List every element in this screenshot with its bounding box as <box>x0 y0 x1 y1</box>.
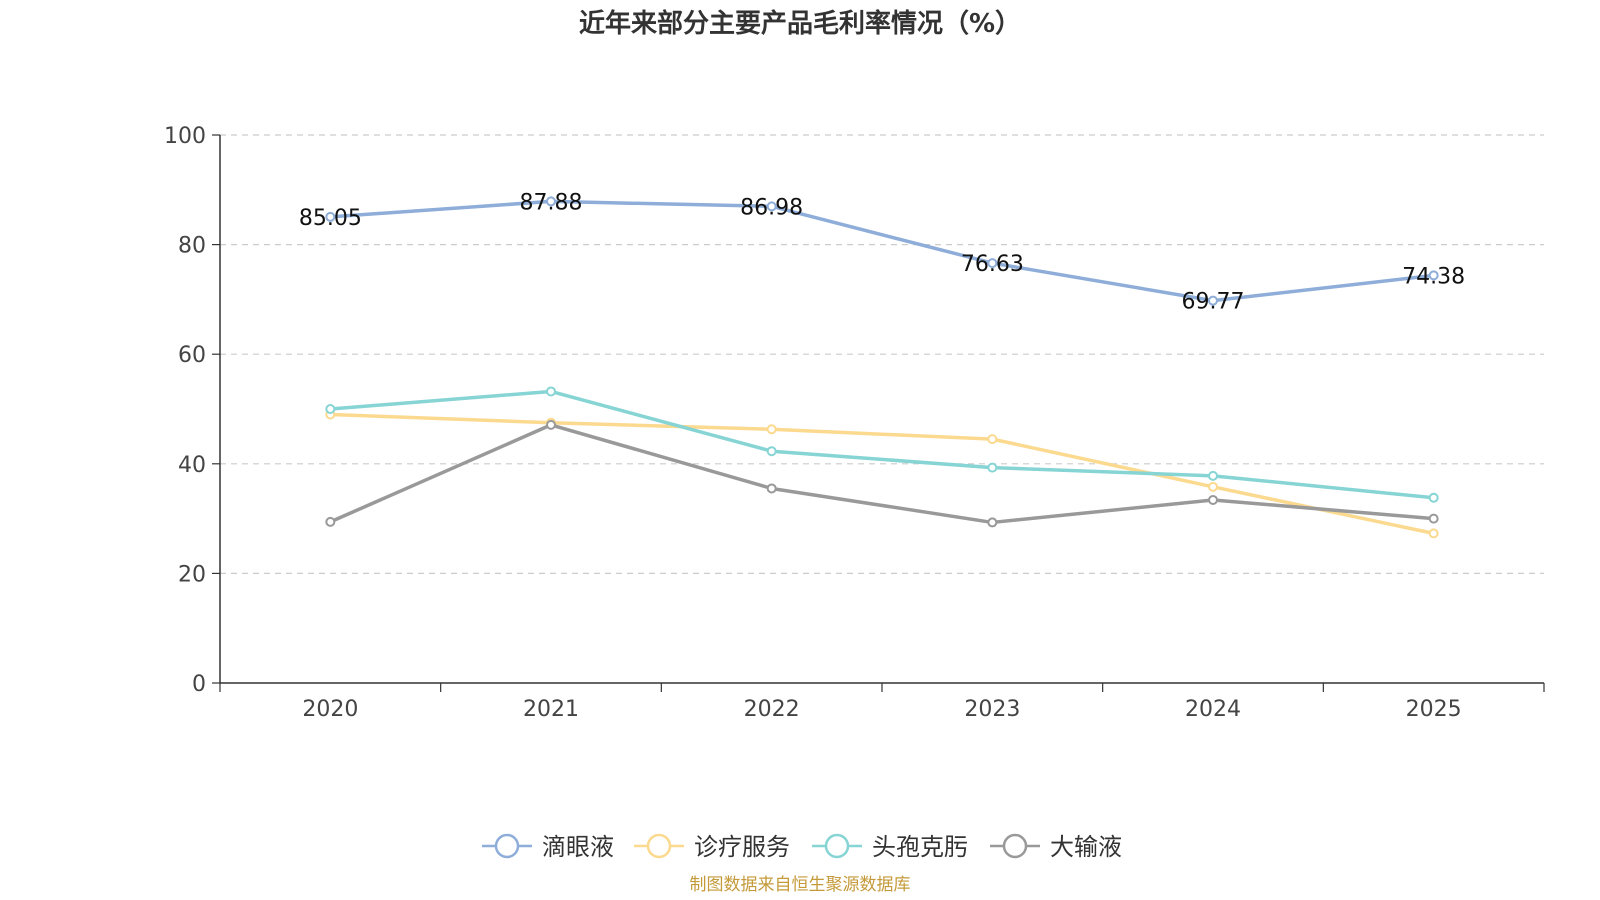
legend: 滴眼液 诊疗服务 头孢克肟 大输液 <box>482 833 1122 861</box>
y-tick-label: 80 <box>178 234 206 259</box>
x-tick-label: 2023 <box>964 697 1020 722</box>
series-3 <box>325 386 1439 503</box>
data-label: 76.63 <box>961 252 1024 277</box>
data-point[interactable] <box>766 483 777 494</box>
data-point[interactable] <box>987 258 998 269</box>
x-tick-label: 2020 <box>302 697 358 722</box>
x-tick-label: 2022 <box>744 697 800 722</box>
data-point[interactable] <box>1428 270 1439 281</box>
data-point[interactable] <box>1428 492 1439 503</box>
legend-marker <box>1002 833 1028 859</box>
series-line <box>329 423 1434 525</box>
x-tick-label: 2024 <box>1185 697 1241 722</box>
data-point[interactable] <box>766 424 777 435</box>
series-line <box>330 199 1434 303</box>
data-point[interactable] <box>325 211 336 222</box>
legend-label: 滴眼液 <box>542 833 614 861</box>
x-tick-label: 2025 <box>1406 697 1462 722</box>
legend-marker <box>646 833 672 859</box>
data-point[interactable] <box>546 419 556 430</box>
series-line <box>330 389 1434 500</box>
data-point[interactable] <box>325 516 336 527</box>
data-label: 87.88 <box>520 190 583 215</box>
legend-item[interactable]: 大输液 <box>990 833 1122 861</box>
data-label: 85.05 <box>299 206 362 231</box>
y-tick-label: 20 <box>178 562 206 587</box>
legend-item[interactable]: 滴眼液 <box>482 833 614 861</box>
legend-marker <box>494 833 520 859</box>
legend-marker <box>824 833 850 859</box>
data-point[interactable] <box>1208 295 1218 306</box>
legend-label: 诊疗服务 <box>694 833 790 861</box>
data-point[interactable] <box>766 446 777 457</box>
data-point[interactable] <box>325 404 336 414</box>
data-point[interactable] <box>766 201 777 212</box>
data-label: 86.98 <box>740 195 803 220</box>
data-label-layer: 85.05 87.88 86.98 76.63 69.77 74.38 <box>299 190 1465 314</box>
data-point[interactable] <box>1208 494 1218 505</box>
legend-item[interactable]: 头孢克肟 <box>812 833 968 861</box>
y-tick-label: 0 <box>192 672 206 697</box>
x-tick-label: 2021 <box>523 697 579 722</box>
source-note: 制图数据来自恒生聚源数据库 <box>690 875 911 895</box>
y-tick-label: 40 <box>178 453 206 478</box>
y-tick-label: 60 <box>178 343 206 368</box>
series-2 <box>325 409 1439 539</box>
data-point[interactable] <box>987 462 998 473</box>
legend-label: 头孢克肟 <box>872 833 968 861</box>
chart-title: 近年来部分主要产品毛利率情况（%） <box>579 8 1021 39</box>
data-point[interactable] <box>1208 481 1218 492</box>
legend-label: 大输液 <box>1050 833 1122 861</box>
data-point[interactable] <box>1428 528 1439 539</box>
axis-layer: 0 20 40 60 80 100 2020 2021 2022 2023 2024 2025 <box>164 124 1545 722</box>
data-point[interactable] <box>987 517 998 528</box>
data-point[interactable] <box>987 434 998 445</box>
grid-layer <box>220 134 1544 575</box>
data-label: 74.38 <box>1402 264 1465 289</box>
data-point[interactable] <box>1208 470 1218 481</box>
data-point[interactable] <box>1428 513 1439 524</box>
data-point[interactable] <box>546 386 556 397</box>
series-4 <box>325 419 1439 528</box>
series-layer <box>325 196 1439 539</box>
data-point[interactable] <box>546 196 556 207</box>
series-1 <box>325 196 1439 306</box>
series-line <box>330 412 1435 536</box>
data-label: 69.77 <box>1182 290 1245 315</box>
legend-item[interactable]: 诊疗服务 <box>634 833 790 861</box>
y-tick-label: 100 <box>164 124 206 149</box>
